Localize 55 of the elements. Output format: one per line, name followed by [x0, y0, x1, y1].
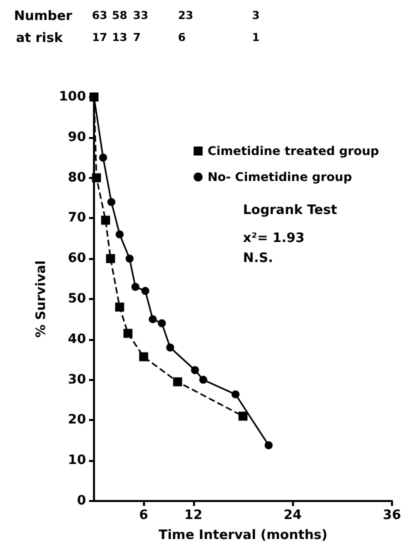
text: Number — [14, 9, 73, 24]
text: at risk — [16, 31, 64, 46]
y-tick-label: 50 — [68, 292, 86, 306]
annotation: x²= 1.93 — [243, 231, 305, 246]
legend-label: Cimetidine treated group — [208, 144, 380, 158]
point — [190, 366, 199, 374]
text: 17 — [92, 31, 108, 44]
y-tick-label: 0 — [76, 494, 86, 508]
text: 23 — [178, 9, 194, 22]
annotation: Logrank Test — [243, 203, 338, 218]
point — [115, 302, 124, 312]
text: 63 — [92, 9, 108, 22]
y-tick-label: 30 — [68, 372, 86, 388]
text: 1 — [252, 31, 260, 44]
text: 13 — [112, 31, 128, 44]
point — [123, 328, 132, 338]
text: 7 — [133, 31, 141, 44]
point — [264, 441, 273, 450]
text: 58 — [112, 9, 128, 22]
point — [116, 230, 124, 238]
point — [166, 343, 174, 352]
x-tick-label: 36 — [382, 508, 401, 523]
point — [99, 154, 108, 162]
y-tick-label: 100 — [58, 90, 86, 104]
point — [106, 254, 116, 264]
point — [148, 315, 157, 324]
y-axis-title: % Survival — [34, 260, 49, 338]
point — [158, 319, 166, 328]
text: 33 — [133, 9, 148, 22]
y-tick-label: 70 — [68, 210, 86, 226]
y-tick-label: 60 — [68, 251, 86, 266]
y-tick-label: 80 — [68, 170, 86, 186]
text: 3 — [252, 9, 260, 22]
x-tick-label: 6 — [139, 508, 148, 523]
y-tick-label: 90 — [68, 130, 86, 145]
x-axis-title: Time Interval (months) — [158, 528, 328, 543]
point — [131, 282, 140, 291]
point — [141, 286, 150, 295]
point — [92, 173, 101, 182]
y-tick-label: 20 — [68, 412, 86, 428]
point — [173, 377, 182, 386]
point — [238, 412, 248, 421]
point — [126, 254, 134, 263]
point — [107, 198, 116, 206]
text: 6 — [178, 31, 186, 44]
x-tick-label: 12 — [184, 508, 202, 523]
x-tick-label: 24 — [284, 508, 302, 523]
y-tick-label: 40 — [68, 332, 86, 347]
point — [199, 376, 208, 384]
point — [232, 390, 240, 398]
annotation: N.S. — [243, 251, 274, 266]
legend-label: No- Cimetidine group — [208, 170, 352, 184]
point — [101, 216, 110, 225]
y-tick-label: 10 — [68, 453, 86, 468]
point — [139, 352, 148, 362]
